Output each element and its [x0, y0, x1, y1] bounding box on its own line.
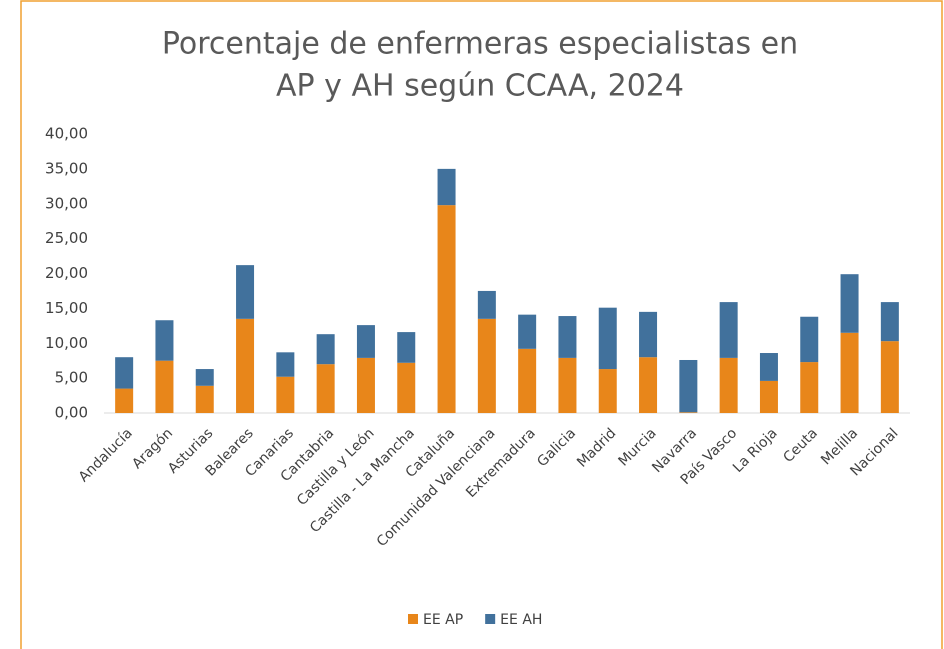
y-tick-label: 25,00 — [45, 229, 88, 247]
bar-segment — [155, 360, 174, 413]
bar-segment — [276, 376, 295, 413]
bar-segment — [477, 318, 496, 413]
bar-segment — [598, 307, 617, 370]
legend-swatch — [408, 614, 418, 624]
bar-segment — [840, 332, 859, 413]
bar-segment — [437, 205, 456, 413]
bar-segment — [558, 357, 577, 413]
y-tick-label: 40,00 — [45, 125, 88, 143]
bar-segment — [639, 357, 658, 413]
bar-segment — [276, 352, 295, 377]
bar-segment — [356, 325, 375, 358]
bar-segment — [719, 357, 738, 413]
bar-segment — [800, 316, 819, 363]
bar-segment — [115, 388, 134, 413]
y-tick-label: 20,00 — [45, 264, 88, 282]
bar-segment — [800, 362, 819, 413]
bar-segment — [397, 362, 416, 413]
chart-title: Porcentaje de enfermeras especialistas e… — [162, 27, 798, 62]
bar-segment — [356, 357, 375, 413]
y-tick-label: 35,00 — [45, 159, 88, 177]
bar-segment — [518, 348, 537, 413]
bar-segment — [598, 369, 617, 413]
chart-title: AP y AH según CCAA, 2024 — [276, 69, 684, 104]
bar-segment — [880, 341, 899, 413]
y-tick-label: 10,00 — [45, 334, 88, 352]
bar-segment — [316, 364, 335, 413]
bar-segment — [840, 274, 859, 333]
bar-segment — [316, 334, 335, 365]
y-tick-label: 5,00 — [55, 369, 88, 387]
bar-segment — [759, 353, 778, 381]
bar-segment — [518, 314, 537, 349]
bar-segment — [195, 385, 214, 413]
bar-segment — [236, 265, 255, 319]
y-tick-label: 15,00 — [45, 299, 88, 317]
bar-segment — [397, 332, 416, 363]
legend-label: EE AP — [423, 612, 463, 628]
bar-segment — [880, 302, 899, 342]
bar-segment — [679, 412, 698, 413]
bar-segment — [195, 369, 214, 386]
bar-segment — [679, 359, 698, 413]
bar-segment — [558, 316, 577, 358]
legend-label: EE AH — [500, 612, 542, 628]
bar-segment — [437, 168, 456, 206]
bar-segment — [236, 318, 255, 413]
y-tick-label: 0,00 — [55, 404, 88, 422]
legend-swatch — [485, 614, 496, 624]
bar-segment — [155, 320, 174, 361]
bar-segment — [719, 302, 738, 358]
bar-segment — [477, 290, 496, 319]
bar-segment — [115, 357, 134, 389]
y-tick-label: 30,00 — [45, 194, 88, 212]
bar-segment — [639, 311, 658, 358]
bar-segment — [759, 380, 778, 413]
